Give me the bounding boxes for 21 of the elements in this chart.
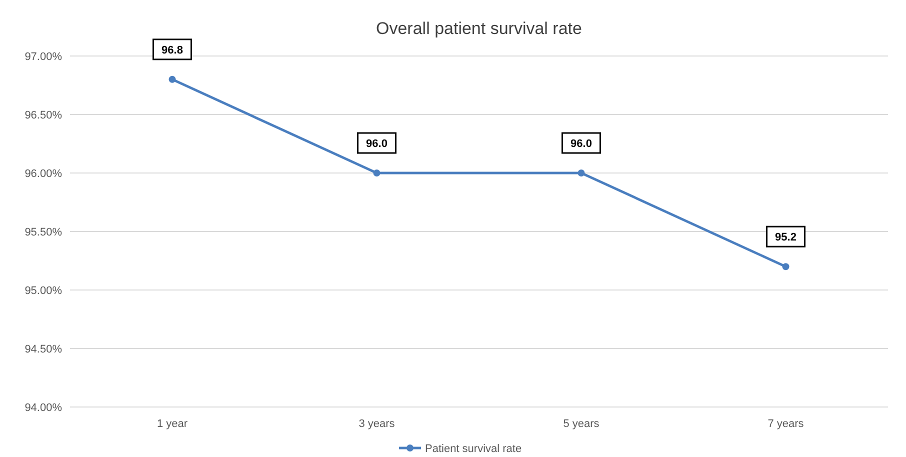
chart-title: Overall patient survival rate: [376, 19, 582, 38]
data-label: 96.0: [366, 138, 388, 150]
y-tick-label: 95.50%: [24, 226, 62, 238]
data-label: 95.2: [775, 232, 796, 244]
point: [578, 170, 585, 176]
y-tick-label: 95.00%: [24, 285, 62, 297]
data-label: 96.0: [570, 138, 592, 150]
point: [373, 170, 380, 176]
x-tick-label: 3 years: [358, 418, 396, 430]
x-tick-label: 1 year: [156, 418, 188, 430]
point: [782, 263, 790, 270]
y-tick-label: 96.50%: [24, 110, 62, 122]
y-tick-label: 97.00%: [24, 51, 62, 63]
y-tick-label: 94.00%: [24, 402, 62, 414]
data-label: 96.8: [162, 44, 183, 56]
legend-label: Patient survival rate: [425, 443, 522, 455]
x-tick-label: 7 years: [768, 418, 804, 430]
x-tick-label: 5 years: [563, 418, 600, 430]
y-tick-label: 94.50%: [24, 344, 62, 356]
y-tick-label: 96.00%: [24, 168, 62, 180]
point: [168, 76, 176, 83]
